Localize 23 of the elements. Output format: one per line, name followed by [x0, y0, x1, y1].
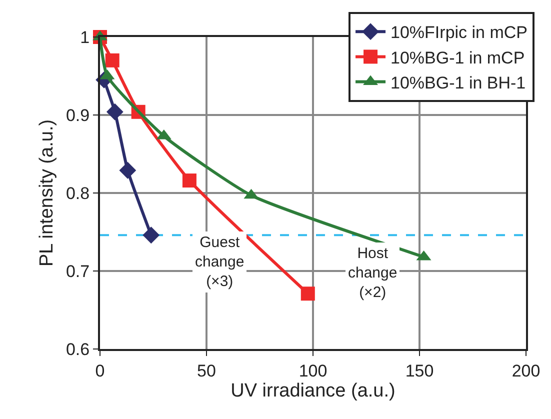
- annotation: Host change (×2): [348, 245, 398, 301]
- point: [105, 53, 120, 68]
- annotation: Guest change (×3): [195, 234, 244, 290]
- point: [300, 286, 315, 301]
- point: [106, 103, 124, 120]
- legend-label: 10%FIrpic in mCP: [390, 23, 528, 42]
- x-tick-label: 0: [95, 361, 105, 380]
- x-tick-label: 200: [512, 361, 540, 380]
- point: [142, 226, 160, 244]
- x-axis-title: UV irradiance (a.u.): [230, 380, 396, 402]
- y-tick-label: 1: [80, 28, 90, 47]
- point: [182, 174, 196, 188]
- legend-label: 10%BG-1 in mCP: [390, 48, 525, 68]
- point: [119, 162, 136, 179]
- legend-label: 10%BG-1 in BH-1: [390, 73, 526, 92]
- y-tick-label: 0.7: [66, 262, 90, 281]
- x-tick-label: 150: [405, 361, 434, 380]
- y-tick-label: 0.9: [66, 106, 90, 125]
- x-tick-label: 50: [197, 361, 216, 380]
- y-tick-label: 0.6: [66, 340, 90, 359]
- x-tick-label: 100: [298, 361, 328, 380]
- y-axis-title: PL intensity (a.u.): [36, 119, 58, 267]
- y-tick-label: 0.8: [66, 184, 90, 203]
